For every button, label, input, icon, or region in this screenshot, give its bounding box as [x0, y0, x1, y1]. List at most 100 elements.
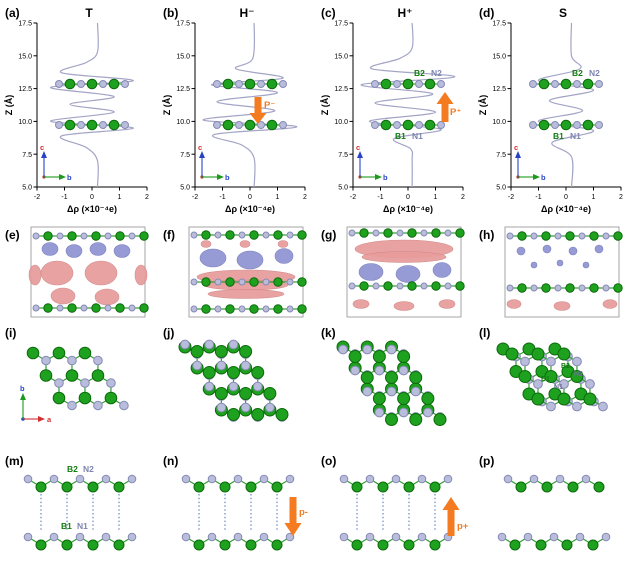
b-axis-label: b — [67, 173, 72, 182]
nitrogen-atom — [549, 532, 559, 542]
boron-atom — [538, 119, 550, 131]
boron-atom — [61, 481, 73, 493]
boron-atom — [377, 539, 389, 551]
nitrogen-atom — [422, 407, 433, 418]
bottom-layer-atoms — [529, 119, 603, 131]
nitrogen-atom — [398, 407, 409, 418]
nitrogen-atom — [67, 355, 77, 366]
boron-atom — [239, 345, 253, 358]
boron-atom — [273, 304, 283, 314]
boron-atom — [409, 413, 423, 426]
nitrogen-atom — [216, 402, 227, 413]
nitrogen-atom — [101, 474, 111, 484]
boron-atom — [108, 119, 120, 131]
y-tick-label: 15.0 — [492, 53, 506, 60]
bottom-nitrogen-label: N1 — [570, 131, 581, 141]
boron-atom — [245, 539, 257, 551]
boron-atom — [219, 481, 231, 493]
boron-atom — [567, 481, 579, 493]
honeycomb-lattice — [496, 342, 608, 412]
c-axis-arrowhead-icon — [199, 151, 205, 158]
top-nitrogen-label: N2 — [431, 68, 442, 78]
x-axis-label: Δρ (×10⁻⁴e) — [541, 204, 591, 214]
panel-label: (e) — [5, 228, 20, 242]
nitrogen-atom — [546, 356, 556, 367]
interlayer-dotted-bonds — [198, 494, 278, 531]
nitrogen-atom — [228, 339, 239, 350]
boron-atom — [538, 78, 550, 90]
plot-axes: 5.0 7.5 10.0 12.5 15.0 17.5 -2 -1 0 1 2 — [176, 21, 307, 201]
top-layer-atoms — [348, 228, 465, 238]
site-label-b1: B1 — [541, 376, 550, 383]
nitrogen-atom — [339, 532, 349, 542]
boron-atom — [517, 231, 527, 241]
nitrogen-atom — [207, 474, 217, 484]
nitrogen-atom — [393, 80, 401, 88]
boron-atom — [87, 481, 99, 493]
nitrogen-atom — [259, 474, 269, 484]
bottom-layer-atoms — [55, 119, 129, 131]
boron-atom — [65, 369, 79, 382]
x-tick-label: 1 — [118, 194, 122, 201]
boron-atom — [193, 481, 205, 493]
nitrogen-atom — [93, 355, 103, 366]
boron-atom — [86, 78, 98, 90]
boron-atom — [587, 539, 599, 551]
panel-label: (j) — [163, 326, 174, 340]
boron-atom — [377, 481, 389, 493]
y-tick-label: 17.5 — [18, 21, 32, 28]
boron-atom — [64, 119, 76, 131]
nitrogen-atom — [181, 532, 191, 542]
nitrogen-atom — [396, 229, 404, 237]
nitrogen-atom — [214, 305, 222, 313]
nitrogen-atom — [417, 474, 427, 484]
boron-atom — [266, 119, 278, 131]
boron-atom — [275, 408, 289, 421]
c-axis-label: c — [514, 143, 518, 152]
nitrogen-atom — [128, 304, 136, 312]
nitrogen-atom — [99, 121, 107, 129]
charge-density-curve — [50, 22, 134, 188]
boron-atom — [67, 231, 77, 241]
boron-atom — [351, 539, 363, 551]
nitrogen-atom — [348, 229, 356, 237]
nitrogen-atom — [233, 532, 243, 542]
y-tick-label: 10.0 — [334, 119, 348, 126]
boron-atom — [372, 392, 386, 405]
boron-atom — [226, 408, 240, 421]
c-axis-arrowhead-icon — [357, 151, 363, 158]
nitrogen-atom — [41, 355, 51, 366]
nitrogen-atom — [55, 121, 63, 129]
boron-atom — [402, 119, 414, 131]
nitrogen-atom — [23, 532, 33, 542]
boron-atom — [190, 345, 204, 358]
nitrogen-atom — [235, 121, 243, 129]
boron-atom — [43, 231, 53, 241]
boron-atom — [87, 539, 99, 551]
nitrogen-atom — [530, 284, 538, 292]
x-tick-label: 0 — [90, 194, 94, 201]
boron-atom — [383, 281, 393, 291]
nitrogen-atom — [410, 386, 421, 397]
bottom-layer-atoms — [497, 532, 611, 551]
panel-label: (k) — [321, 326, 336, 340]
bottom-layer-atoms — [506, 283, 623, 293]
x-tick-label: -2 — [192, 194, 198, 201]
boron-atom — [409, 371, 423, 384]
x-tick-label: -1 — [535, 194, 541, 201]
nitrogen-atom — [128, 232, 136, 240]
boron-atom — [225, 304, 235, 314]
x-tick-label: 2 — [619, 194, 623, 201]
nitrogen-atom — [80, 378, 90, 388]
boron-atom — [35, 539, 47, 551]
boron-atom — [222, 78, 234, 90]
bottom-nitrogen-label: N1 — [412, 131, 423, 141]
top-boron-label: B2 — [414, 68, 425, 78]
panel-a: (a) T 5.0 7.5 10.0 12.5 15.0 17.5 -2 -1 0 1 2 Z (Å… — [4, 6, 149, 214]
y-axis-label: Z (Å) — [4, 95, 14, 116]
dipole-up-arrow — [442, 497, 460, 536]
row-top-views: (i) b a (j) (k) (l) — [0, 321, 630, 449]
top-boron-label: B2 — [67, 464, 78, 474]
x-axis-label: Δρ (×10⁻⁴e) — [67, 204, 117, 214]
boron-atom — [403, 539, 415, 551]
